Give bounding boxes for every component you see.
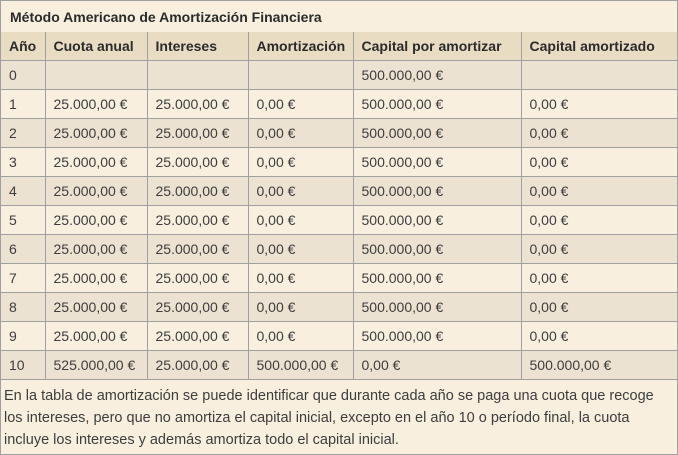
- table-cell: 500.000,00 €: [352, 176, 522, 206]
- table-cell: 5: [1, 205, 46, 235]
- table-cell: 0,00 €: [352, 350, 522, 380]
- table-cell: 0: [1, 60, 46, 90]
- table-cell: 500.000,00 €: [352, 147, 522, 177]
- table-cell: 4: [1, 176, 46, 206]
- table-row: 8 25.000,00 €25.000,00 €0,00 €500.000,00 …: [1, 292, 677, 322]
- table-cell: 500.000,00 €: [352, 263, 522, 293]
- table-cell: 25.000,00 €: [44, 205, 148, 235]
- page-title: Método Americano de Amortización Financi…: [1, 1, 677, 32]
- table-cell: 25.000,00 €: [44, 89, 148, 119]
- table-row: 4 25.000,00 €25.000,00 €0,00 €500.000,00 …: [1, 176, 677, 206]
- table-cell: 500.000,00 €: [352, 321, 522, 351]
- table-cell: 7: [1, 263, 46, 293]
- table-cell: 500.000,00 €: [247, 350, 354, 380]
- table-cell: 9: [1, 321, 46, 351]
- table-cell: 25.000,00 €: [146, 234, 249, 264]
- table-cell: 0,00 €: [247, 263, 354, 293]
- amortization-table: Año Cuota anual Intereses Amortización Capit…: [1, 31, 677, 380]
- table-row: 6 25.000,00 €25.000,00 €0,00 €500.000,00 …: [1, 234, 677, 264]
- table-row: 10 525.000,00 €25.000,00 €500.000,00 €0,0…: [1, 350, 677, 380]
- table-cell: 1: [1, 89, 46, 119]
- table-cell: 525.000,00 €: [44, 350, 148, 380]
- table-cell: 25.000,00 €: [146, 263, 249, 293]
- table-row: 3 25.000,00 €25.000,00 €0,00 €500.000,00 …: [1, 147, 677, 177]
- explanation-text: En la tabla de amortización se puede ide…: [1, 379, 677, 454]
- table-cell: 0,00 €: [247, 118, 354, 148]
- table-cell: 25.000,00 €: [44, 263, 148, 293]
- table-cell: 0,00 €: [247, 292, 354, 322]
- table-cell: 0,00 €: [247, 147, 354, 177]
- table-cell: 0,00 €: [520, 147, 677, 177]
- table-cell: 8: [1, 292, 46, 322]
- table-cell: 25.000,00 €: [146, 89, 249, 119]
- table-cell: 25.000,00 €: [44, 147, 148, 177]
- table-cell: [247, 60, 354, 90]
- table-cell: 25.000,00 €: [146, 321, 249, 351]
- table-cell: 6: [1, 234, 46, 264]
- table-cell: 25.000,00 €: [44, 292, 148, 322]
- table-body: 0 500.000,00 €1 25.000,00 €25.000,00 €0,00…: [1, 60, 677, 380]
- table-cell: 500.000,00 €: [352, 89, 522, 119]
- table-cell: 0,00 €: [247, 205, 354, 235]
- column-header-1: Cuota anual: [44, 31, 148, 61]
- table-cell: 0,00 €: [520, 263, 677, 293]
- table-row: 7 25.000,00 €25.000,00 €0,00 €500.000,00 …: [1, 263, 677, 293]
- column-header-2: Intereses: [146, 31, 249, 61]
- table-cell: 25.000,00 €: [44, 321, 148, 351]
- column-header-3: Amortización: [247, 31, 354, 61]
- table-cell: 500.000,00 €: [352, 205, 522, 235]
- table-cell: 500.000,00 €: [352, 234, 522, 264]
- table-cell: 0,00 €: [520, 89, 677, 119]
- column-header-5: Capital amortizado: [520, 31, 677, 61]
- table-cell: 3: [1, 147, 46, 177]
- table-cell: 25.000,00 €: [44, 176, 148, 206]
- table-cell: 0,00 €: [520, 176, 677, 206]
- table-cell: 25.000,00 €: [146, 292, 249, 322]
- table-cell: 25.000,00 €: [146, 118, 249, 148]
- column-header-0: Año: [1, 31, 46, 61]
- table-cell: 0,00 €: [520, 205, 677, 235]
- header-row: Año Cuota anual Intereses Amortización Capit…: [1, 31, 677, 61]
- table-cell: 0,00 €: [247, 321, 354, 351]
- table-cell: 500.000,00 €: [352, 60, 522, 90]
- table-cell: 10: [1, 350, 46, 380]
- table-cell: 0,00 €: [247, 176, 354, 206]
- table-cell: [44, 60, 148, 90]
- table-cell: 25.000,00 €: [44, 234, 148, 264]
- table-row: 1 25.000,00 €25.000,00 €0,00 €500.000,00 …: [1, 89, 677, 119]
- table-row: 5 25.000,00 €25.000,00 €0,00 €500.000,00 …: [1, 205, 677, 235]
- column-header-4: Capital por amortizar: [352, 31, 522, 61]
- table-row: 9 25.000,00 €25.000,00 €0,00 €500.000,00 …: [1, 321, 677, 351]
- table-cell: 500.000,00 €: [352, 292, 522, 322]
- table-cell: 0,00 €: [520, 234, 677, 264]
- table-cell: 500.000,00 €: [352, 118, 522, 148]
- table-cell: 0,00 €: [247, 234, 354, 264]
- table-cell: 0,00 €: [520, 292, 677, 322]
- table-row: 2 25.000,00 €25.000,00 €0,00 €500.000,00 …: [1, 118, 677, 148]
- table-cell: [146, 60, 249, 90]
- table-cell: 25.000,00 €: [146, 176, 249, 206]
- table-cell: 0,00 €: [247, 89, 354, 119]
- table-header: Año Cuota anual Intereses Amortización Capit…: [1, 31, 677, 61]
- table-cell: 0,00 €: [520, 118, 677, 148]
- table-cell: 2: [1, 118, 46, 148]
- table-cell: 25.000,00 €: [146, 205, 249, 235]
- table-row: 0 500.000,00 €: [1, 60, 677, 90]
- table-cell: [520, 60, 677, 90]
- table-cell: 0,00 €: [520, 321, 677, 351]
- table-cell: 25.000,00 €: [44, 118, 148, 148]
- table-cell: 500.000,00 €: [520, 350, 677, 380]
- table-cell: 25.000,00 €: [146, 147, 249, 177]
- table-cell: 25.000,00 €: [146, 350, 249, 380]
